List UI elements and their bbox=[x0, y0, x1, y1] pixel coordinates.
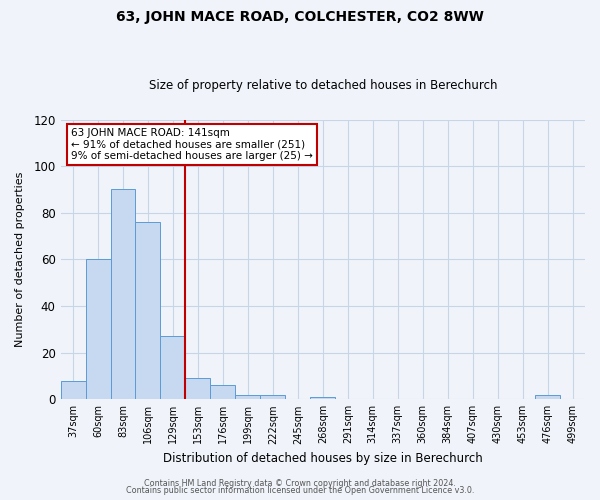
Bar bbox=[310, 397, 335, 400]
Bar bbox=[61, 380, 86, 400]
Text: 63, JOHN MACE ROAD, COLCHESTER, CO2 8WW: 63, JOHN MACE ROAD, COLCHESTER, CO2 8WW bbox=[116, 10, 484, 24]
Bar bbox=[260, 394, 286, 400]
Bar bbox=[86, 260, 110, 400]
Bar bbox=[211, 386, 235, 400]
Bar bbox=[235, 394, 260, 400]
Bar bbox=[136, 222, 160, 400]
Text: Contains HM Land Registry data © Crown copyright and database right 2024.: Contains HM Land Registry data © Crown c… bbox=[144, 478, 456, 488]
Bar bbox=[110, 190, 136, 400]
Text: Contains public sector information licensed under the Open Government Licence v3: Contains public sector information licen… bbox=[126, 486, 474, 495]
Bar bbox=[160, 336, 185, 400]
Bar bbox=[535, 394, 560, 400]
Y-axis label: Number of detached properties: Number of detached properties bbox=[15, 172, 25, 347]
Text: 63 JOHN MACE ROAD: 141sqm
← 91% of detached houses are smaller (251)
9% of semi-: 63 JOHN MACE ROAD: 141sqm ← 91% of detac… bbox=[71, 128, 313, 161]
Bar bbox=[185, 378, 211, 400]
X-axis label: Distribution of detached houses by size in Berechurch: Distribution of detached houses by size … bbox=[163, 452, 482, 465]
Title: Size of property relative to detached houses in Berechurch: Size of property relative to detached ho… bbox=[149, 79, 497, 92]
